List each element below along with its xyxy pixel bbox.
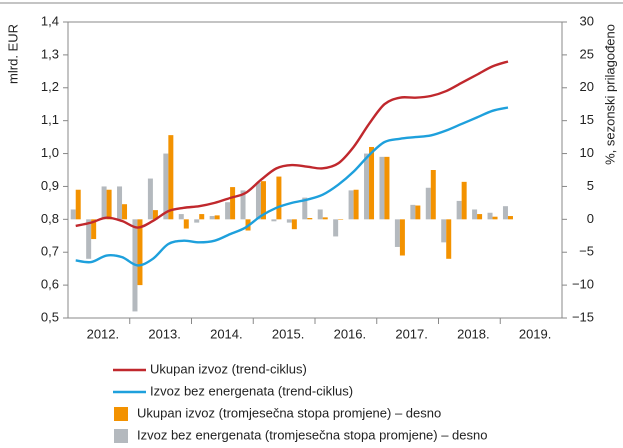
- bar: [394, 219, 400, 247]
- bar: [168, 135, 174, 220]
- bar: [430, 170, 436, 220]
- y2-tick-label: 10: [580, 145, 594, 160]
- y2-tick-label: −5: [579, 244, 594, 259]
- bar: [101, 186, 107, 220]
- y2-tick-label: 30: [580, 13, 594, 28]
- y-tick-label: 0,9: [41, 178, 59, 193]
- x-tick-label: 2017.: [395, 326, 428, 341]
- bar: [502, 206, 508, 220]
- bar: [410, 204, 416, 220]
- bar: [147, 178, 153, 220]
- y-tick-label: 1,2: [41, 79, 59, 94]
- bar: [230, 187, 236, 220]
- bar: [461, 181, 467, 220]
- x-tick-label: 2014.: [210, 326, 243, 341]
- bar: [415, 205, 421, 220]
- bar: [353, 189, 359, 220]
- y2-tick-label: 25: [580, 46, 594, 61]
- legend-swatch: [114, 407, 128, 421]
- y2-axis-label: %, sezonski prilagođeno: [602, 24, 617, 165]
- bar: [163, 153, 169, 220]
- y2-tick-label: 15: [580, 112, 594, 127]
- y-tick-label: 0,8: [41, 211, 59, 226]
- y-tick-label: 0,6: [41, 277, 59, 292]
- bar: [106, 189, 112, 220]
- bar: [255, 182, 261, 220]
- bar: [333, 219, 339, 237]
- bar: [286, 219, 292, 223]
- bar: [317, 209, 323, 220]
- line: [75, 106, 509, 267]
- bar: [307, 218, 313, 220]
- bar: [91, 219, 97, 240]
- bar: [276, 176, 282, 220]
- x-tick-label: 2018.: [457, 326, 490, 341]
- x-tick-label: 2013.: [148, 326, 181, 341]
- y-tick-label: 0,5: [41, 309, 59, 324]
- y-tick-label: 1,3: [41, 46, 59, 61]
- bar: [477, 214, 483, 220]
- bar: [75, 189, 81, 220]
- bar: [137, 219, 143, 286]
- bar: [446, 219, 452, 259]
- bar: [369, 146, 375, 220]
- bar: [322, 217, 328, 220]
- legend-label: Izvoz bez energenata (trend-ciklus): [150, 383, 353, 398]
- x-tick-label: 2016.: [334, 326, 367, 341]
- bar: [240, 190, 246, 220]
- bar: [209, 216, 215, 220]
- bar: [260, 181, 266, 220]
- y-axis-label: mlrd. EUR: [5, 24, 20, 84]
- x-tick-label: 2015.: [272, 326, 305, 341]
- bar: [199, 214, 205, 220]
- bar: [348, 190, 354, 220]
- bar: [152, 210, 158, 220]
- bar: [364, 153, 370, 220]
- bar: [384, 156, 390, 220]
- bar: [472, 209, 478, 220]
- legend-label: Ukupan izvoz (tromjesečna stopa promjene…: [137, 405, 441, 420]
- y-tick-label: 1,0: [41, 145, 59, 160]
- line: [75, 60, 509, 229]
- bar: [399, 219, 405, 256]
- bar: [122, 204, 128, 220]
- bar: [183, 219, 189, 229]
- y-tick-label: 1,1: [41, 112, 59, 127]
- bar: [507, 216, 513, 220]
- x-tick-label: 2019.: [519, 326, 552, 341]
- bar: [214, 215, 220, 220]
- y-tick-label: 1,4: [41, 13, 59, 28]
- bar: [338, 219, 344, 220]
- y2-tick-label: 5: [587, 178, 594, 193]
- bar: [70, 209, 76, 220]
- y2-tick-label: 20: [580, 79, 594, 94]
- bar: [194, 219, 200, 223]
- bar: [86, 219, 92, 259]
- y2-tick-label: 0: [587, 211, 594, 226]
- bar: [487, 212, 493, 220]
- bar: [379, 156, 385, 220]
- bar: [271, 219, 277, 222]
- bar: [117, 186, 123, 220]
- bar: [456, 200, 462, 220]
- bar: [291, 219, 297, 230]
- legend-label: Izvoz bez energenata (tromjesečna stopa …: [137, 427, 487, 442]
- bar: [492, 216, 498, 220]
- y2-tick-label: −15: [572, 309, 594, 324]
- y2-tick-label: −10: [572, 277, 594, 292]
- bar: [302, 197, 308, 220]
- bar: [225, 202, 231, 220]
- legend-label: Ukupan izvoz (trend-ciklus): [150, 361, 307, 376]
- bar: [441, 219, 447, 243]
- bar: [425, 187, 431, 220]
- x-tick-label: 2012.: [87, 326, 120, 341]
- bar: [178, 214, 184, 220]
- y-tick-label: 0,7: [41, 244, 59, 259]
- legend-swatch: [114, 429, 128, 443]
